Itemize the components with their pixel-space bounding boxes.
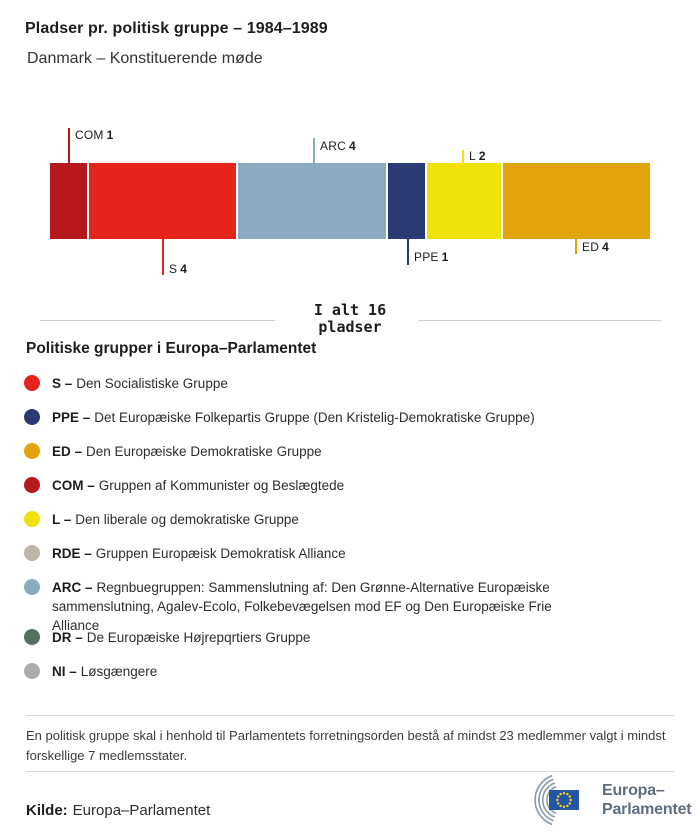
total-divider-right	[418, 320, 661, 321]
legend-text: Regnbuegruppen: Sammenslutning af: Den G…	[52, 580, 552, 633]
seat-count: 1	[441, 250, 449, 264]
callout-line-arc	[313, 138, 315, 163]
seat-count: 1	[106, 128, 114, 142]
logo-line-1: Europa–	[602, 782, 665, 799]
source-line: Kilde: Europa–Parlamentet	[26, 802, 210, 819]
group-code: COM	[75, 128, 104, 142]
legend-prefix: S –	[52, 376, 73, 391]
footnote: En politisk gruppe skal i henhold til Pa…	[26, 728, 666, 763]
legend-item-rde: RDE – Gruppen Europæisk Demokratisk Allia…	[24, 544, 346, 563]
legend-dot-ni	[24, 663, 40, 679]
total-seats-label: I alt 16 pladser	[0, 302, 700, 336]
legend-label: PPE – Det Europæiske Folkepartis Gruppe (…	[52, 408, 535, 427]
legend-label: NI – Løsgængere	[52, 662, 157, 681]
legend-item-l: L – Den liberale og demokratiske Gruppe	[24, 510, 299, 529]
callout-line-ed	[575, 239, 577, 254]
legend-dot-dr	[24, 629, 40, 645]
logo-wordmark: Europa– Parlamentet	[602, 781, 692, 819]
callout-line-com	[68, 128, 70, 163]
page-title: Pladser pr. politisk gruppe – 1984–1989	[25, 20, 328, 37]
group-code: ARC	[320, 139, 346, 153]
footnote-rule-top	[26, 715, 674, 716]
legend-item-arc: ARC – Regnbuegruppen: Sammenslutning af: …	[24, 578, 597, 635]
total-divider-left	[40, 320, 275, 321]
legend-text: Den Socialistiske Gruppe	[76, 376, 228, 391]
group-code: L	[469, 149, 476, 163]
legend-label: ARC – Regnbuegruppen: Sammenslutning af: …	[52, 578, 597, 635]
legend-dot-com	[24, 477, 40, 493]
callout-label-com: COM 1	[75, 128, 113, 142]
group-code: S	[169, 262, 178, 276]
bar-segment-l	[426, 163, 501, 239]
legend-item-dr: DR – De Europæiske Højrepqrtiers Gruppe	[24, 628, 310, 647]
legend-heading: Politiske grupper i Europa–Parlamentet	[26, 340, 317, 357]
legend-label: RDE – Gruppen Europæisk Demokratisk Allia…	[52, 544, 346, 563]
total-line-1: I alt 16	[313, 301, 387, 319]
callout-line-ppe	[407, 239, 409, 265]
legend-dot-l	[24, 511, 40, 527]
total-line-2: pladser	[318, 318, 382, 336]
seat-count: 4	[348, 139, 356, 153]
european-parliament-logo: Europa– Parlamentet	[513, 775, 692, 825]
legend-text: Det Europæiske Folkepartis Gruppe (Den K…	[94, 410, 535, 425]
legend-item-com: COM – Gruppen af Kommunister og Beslægted…	[24, 476, 344, 495]
callout-label-arc: ARC 4	[320, 139, 356, 153]
legend-prefix: L –	[52, 512, 72, 527]
legend-text: Gruppen af Kommunister og Beslægtede	[98, 478, 345, 493]
legend-text: Den Europæiske Demokratiske Gruppe	[86, 444, 322, 459]
callout-line-s	[162, 239, 164, 275]
logo-line-2: Parlamentet	[602, 801, 692, 818]
legend-dot-arc	[24, 579, 40, 595]
callout-line-l	[462, 150, 464, 163]
seat-count: 4	[180, 262, 188, 276]
legend-dot-s	[24, 375, 40, 391]
legend-item-s: S – Den Socialistiske Gruppe	[24, 374, 228, 393]
legend-text: Den liberale og demokratiske Gruppe	[75, 512, 299, 527]
source-label: Kilde:	[26, 802, 68, 819]
bar-segment-arc	[238, 163, 386, 239]
callout-label-ppe: PPE 1	[414, 250, 449, 264]
legend-label: COM – Gruppen af Kommunister og Beslægted…	[52, 476, 344, 495]
bar-segment-ppe	[387, 163, 425, 239]
legend-label: ED – Den Europæiske Demokratiske Gruppe	[52, 442, 322, 461]
footnote-rule-bottom	[26, 771, 674, 772]
legend-text: De Europæiske Højrepqrtiers Gruppe	[86, 630, 311, 645]
legend-prefix: NI –	[52, 664, 77, 679]
legend-label: S – Den Socialistiske Gruppe	[52, 374, 228, 393]
legend-dot-ppe	[24, 409, 40, 425]
legend-prefix: PPE –	[52, 410, 91, 425]
legend-item-ed: ED – Den Europæiske Demokratiske Gruppe	[24, 442, 322, 461]
legend-text: Gruppen Europæisk Demokratisk Alliance	[95, 546, 346, 561]
legend-prefix: COM –	[52, 478, 95, 493]
group-code: PPE	[414, 250, 439, 264]
bar-segment-com	[50, 163, 87, 239]
legend-item-ppe: PPE – Det Europæiske Folkepartis Gruppe (…	[24, 408, 535, 427]
legend-prefix: ED –	[52, 444, 83, 459]
callout-label-ed: ED 4	[582, 240, 609, 254]
source-value: Europa–Parlamentet	[72, 802, 211, 819]
legend-prefix: ARC –	[52, 580, 93, 595]
group-code: ED	[582, 240, 600, 254]
legend-dot-ed	[24, 443, 40, 459]
legend-prefix: DR –	[52, 630, 83, 645]
legend-item-ni: NI – Løsgængere	[24, 662, 157, 681]
bar-segment-s	[88, 163, 237, 239]
legend-label: DR – De Europæiske Højrepqrtiers Gruppe	[52, 628, 310, 647]
hemicycle-flag-icon	[534, 775, 579, 825]
bar-segment-ed	[502, 163, 650, 239]
legend-label: L – Den liberale og demokratiske Gruppe	[52, 510, 299, 529]
seat-count: 4	[602, 240, 609, 254]
legend-dot-rde	[24, 545, 40, 561]
legend-prefix: RDE –	[52, 546, 92, 561]
seat-bar	[50, 163, 650, 239]
legend-text: Løsgængere	[80, 664, 158, 679]
page-subtitle: Danmark – Konstituerende møde	[27, 50, 263, 67]
seat-count: 2	[478, 149, 486, 163]
